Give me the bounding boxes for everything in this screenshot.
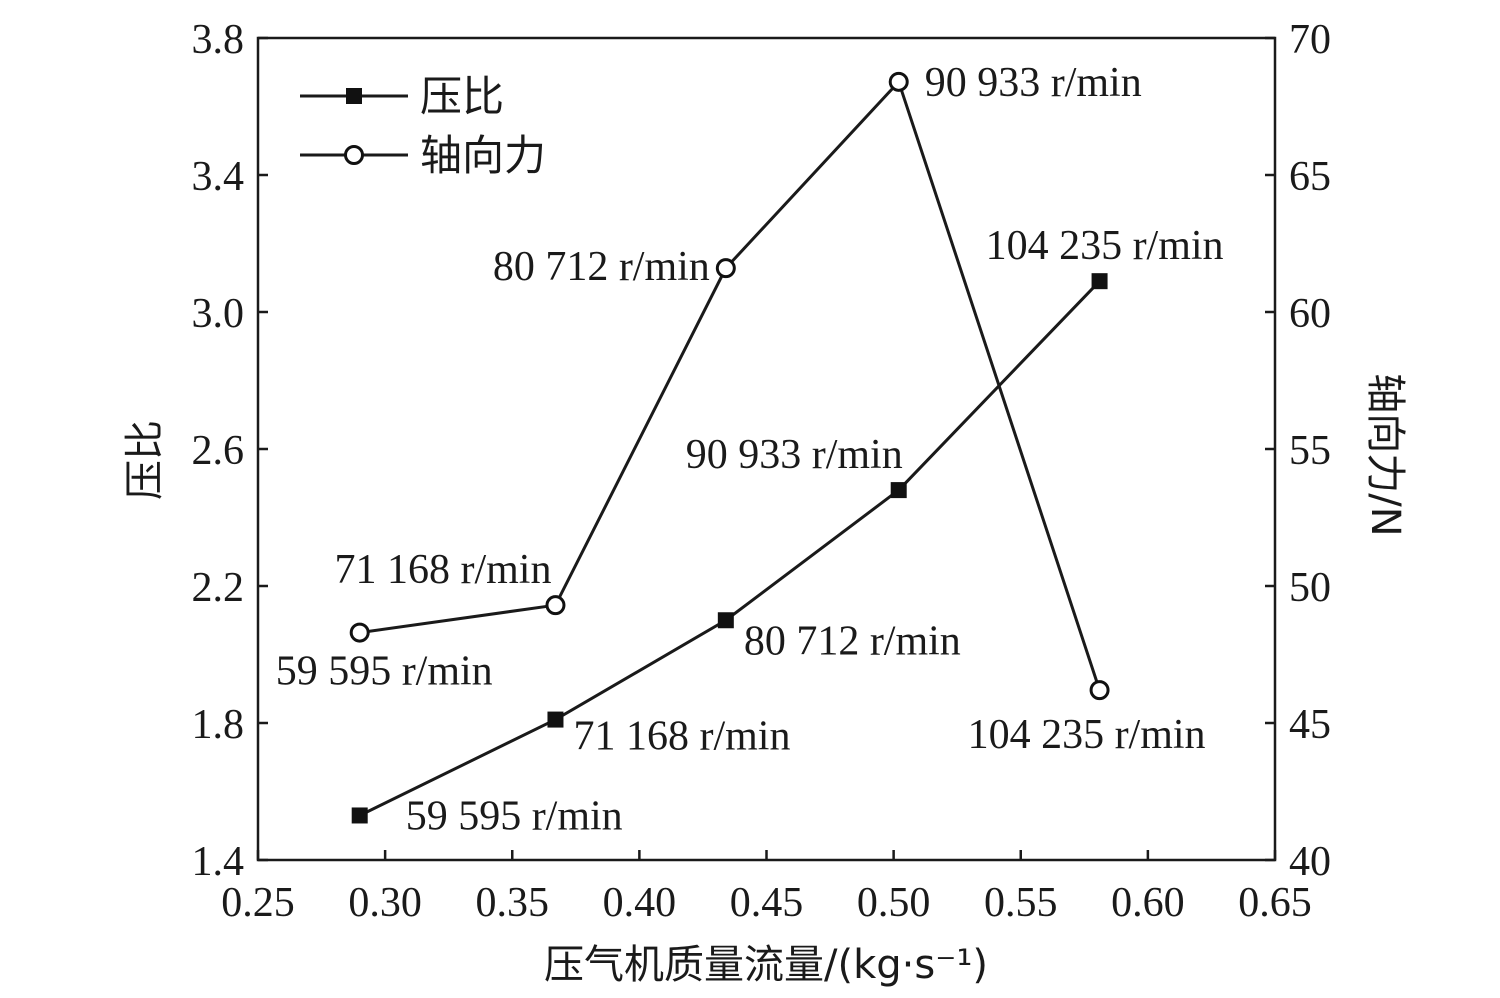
pressure-ratio-speed-label: 80 712 r/min <box>744 618 961 664</box>
y-left-tick-label: 3.8 <box>192 17 245 63</box>
y-axis-right-label: 轴向力/N <box>1362 373 1408 536</box>
axial-force-speed-label: 90 933 r/min <box>925 60 1142 106</box>
x-tick-label: 0.25 <box>221 880 295 926</box>
x-tick-label: 0.35 <box>476 880 550 926</box>
series-layer <box>349 71 1110 824</box>
x-tick-label: 0.45 <box>730 880 804 926</box>
axial-force-point <box>1089 680 1110 701</box>
axial-force-speed-label: 80 712 r/min <box>493 244 710 290</box>
axial-force-point <box>545 595 566 616</box>
y-right-tick-label: 50 <box>1289 565 1331 611</box>
x-tick-label: 0.65 <box>1238 880 1312 926</box>
pressure-ratio-speed-label: 59 595 r/min <box>406 793 623 839</box>
legend-label: 轴向力 <box>420 131 546 180</box>
y-right-tick-label: 40 <box>1289 839 1331 885</box>
y-right-tick-label: 55 <box>1289 428 1331 474</box>
pressure-ratio-point <box>351 807 368 824</box>
y-left-tick-label: 1.8 <box>192 702 245 748</box>
x-tick-label: 0.40 <box>603 880 677 926</box>
axial-force-point <box>888 71 909 92</box>
y-left-tick-label: 2.2 <box>192 565 245 611</box>
axial-force-point <box>715 258 736 279</box>
pressure-ratio-point <box>717 612 734 629</box>
y-right-tick-label: 45 <box>1289 702 1331 748</box>
pressure-ratio-speed-label: 90 933 r/min <box>686 432 903 478</box>
x-tick-label: 0.60 <box>1111 880 1185 926</box>
annotations-layer: 59 595 r/min 71 168 r/min 80 712 r/min 90 9… <box>276 60 1224 840</box>
y-left-tick-label: 3.4 <box>192 154 245 200</box>
y-left-tick-label: 3.0 <box>192 291 245 337</box>
pressure-ratio-speed-label: 104 235 r/min <box>986 223 1224 269</box>
legend-circle-marker <box>344 145 364 165</box>
axial-force-speed-label: 104 235 r/min <box>968 712 1206 758</box>
legend-label: 压比 <box>420 72 504 121</box>
axial-force-point <box>349 622 370 643</box>
x-axis-label: 压气机质量流量/(kg·s⁻¹) <box>544 942 988 988</box>
y-left-tick-label: 2.6 <box>192 428 245 474</box>
x-tick-label: 0.30 <box>348 880 422 926</box>
axial-force-speed-label: 59 595 r/min <box>276 649 493 695</box>
pressure-ratio-speed-label: 71 168 r/min <box>573 714 790 760</box>
pressure-ratio-point <box>1091 273 1108 290</box>
axial-force-speed-label: 71 168 r/min <box>334 547 551 593</box>
axis-ticks: 0.25 0.30 0.35 0.40 0.45 0.50 0.55 0.60 0.65 1.4 1… <box>192 17 1332 926</box>
legend-square-marker <box>346 88 362 104</box>
y-right-tick-label: 60 <box>1289 291 1331 337</box>
y-axis-left-label: 压比 <box>122 420 168 500</box>
pressure-ratio-point <box>890 482 907 499</box>
y-left-tick-label: 1.4 <box>192 839 245 885</box>
y-right-tick-label: 70 <box>1289 17 1331 63</box>
x-tick-label: 0.50 <box>857 880 931 926</box>
x-tick-label: 0.55 <box>984 880 1058 926</box>
y-right-tick-label: 65 <box>1289 154 1331 200</box>
pressure-ratio-point <box>547 711 564 728</box>
